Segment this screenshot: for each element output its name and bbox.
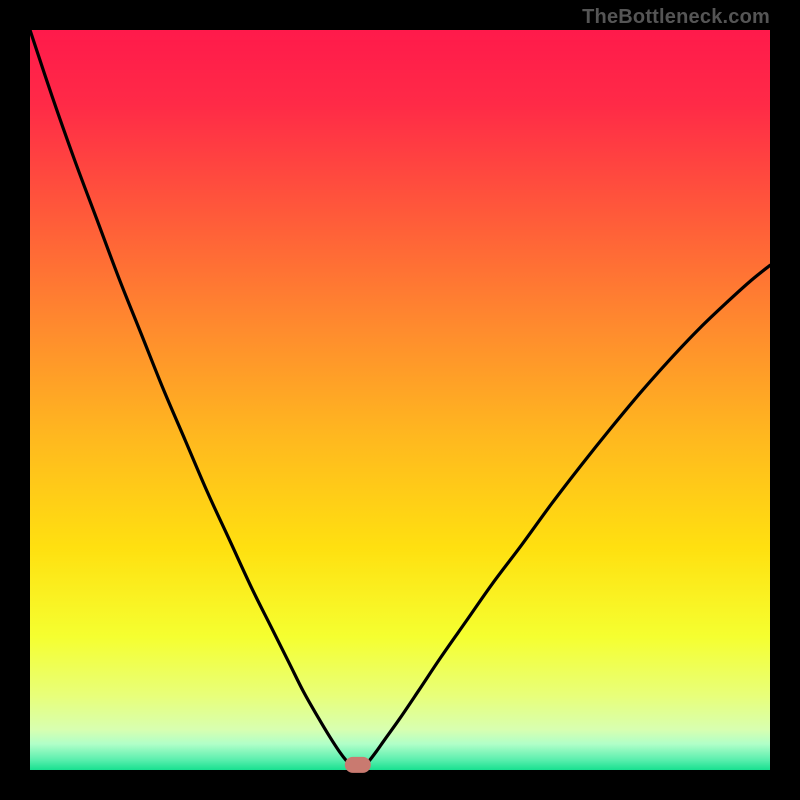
plot-frame (0, 0, 800, 800)
watermark-text: TheBottleneck.com (582, 6, 770, 29)
chart-svg (0, 0, 800, 800)
notch-marker (345, 757, 371, 773)
plot-area (30, 30, 770, 770)
